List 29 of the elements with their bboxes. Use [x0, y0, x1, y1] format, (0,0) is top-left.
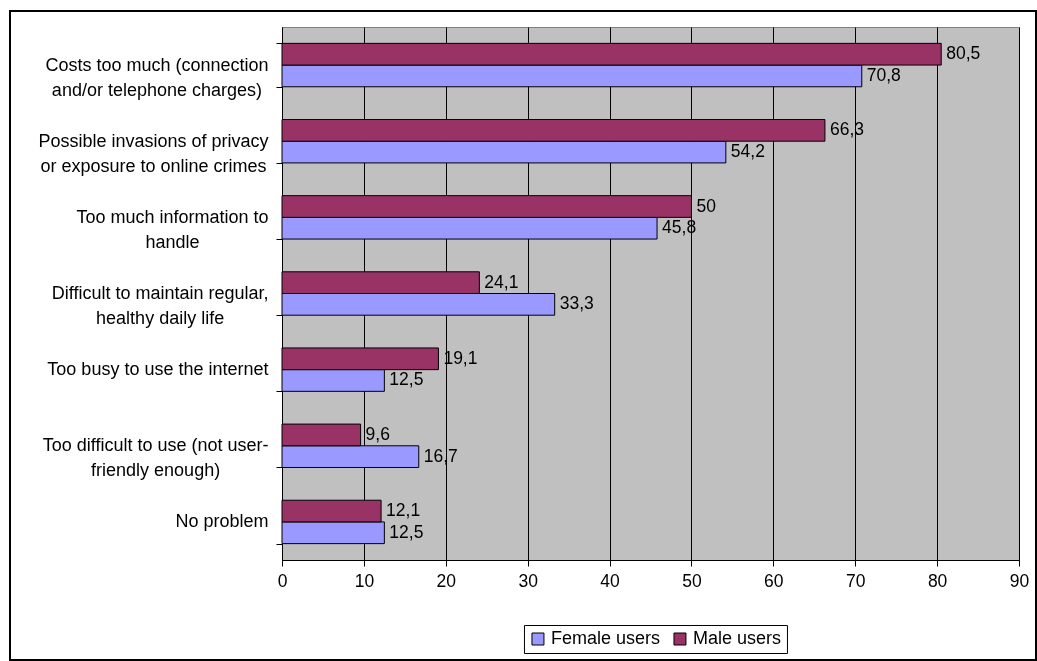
y-tick-label: Difficult to maintain regular, healthy daily life	[51, 283, 269, 328]
data-label: 70,8	[866, 64, 901, 85]
x-tick-label: 10	[354, 570, 375, 591]
data-label: 80,5	[946, 43, 981, 64]
legend-label: Male users	[692, 628, 781, 648]
y-tick-label: Too difficult to use (not user-friendly enough)	[42, 435, 269, 481]
data-label: 24,1	[484, 271, 519, 292]
y-tick-label: Possible invasions of privacy or exposure to online crimes	[38, 130, 269, 176]
x-tick-label: 50	[682, 570, 702, 591]
y-tick-label: Costs too much (connection and/or telephone charges)	[45, 54, 269, 100]
x-tick-label: 0	[277, 570, 288, 591]
x-tick-label: 90	[1009, 570, 1030, 591]
y-tick-label: No problem	[175, 511, 269, 532]
data-label: 9,6	[365, 423, 390, 444]
x-tick-label: 40	[600, 570, 621, 591]
data-label: 12,1	[386, 500, 421, 521]
x-tick-label: 20	[436, 570, 457, 591]
data-label: 54,2	[730, 141, 765, 162]
data-label: 50	[696, 195, 717, 216]
x-tick-label: 70	[845, 570, 866, 591]
x-tick-label: 30	[518, 570, 539, 591]
data-label: 12,5	[389, 521, 424, 542]
x-tick-label: 60	[764, 570, 784, 591]
data-label: 12,5	[389, 369, 424, 390]
data-label: 33,3	[559, 293, 594, 314]
y-tick-label: Too much information to handle	[76, 206, 269, 252]
x-tick-label: 80	[927, 570, 948, 591]
legend-label: Female users	[550, 628, 661, 648]
y-tick-label: Too busy to use the internet	[47, 359, 269, 380]
